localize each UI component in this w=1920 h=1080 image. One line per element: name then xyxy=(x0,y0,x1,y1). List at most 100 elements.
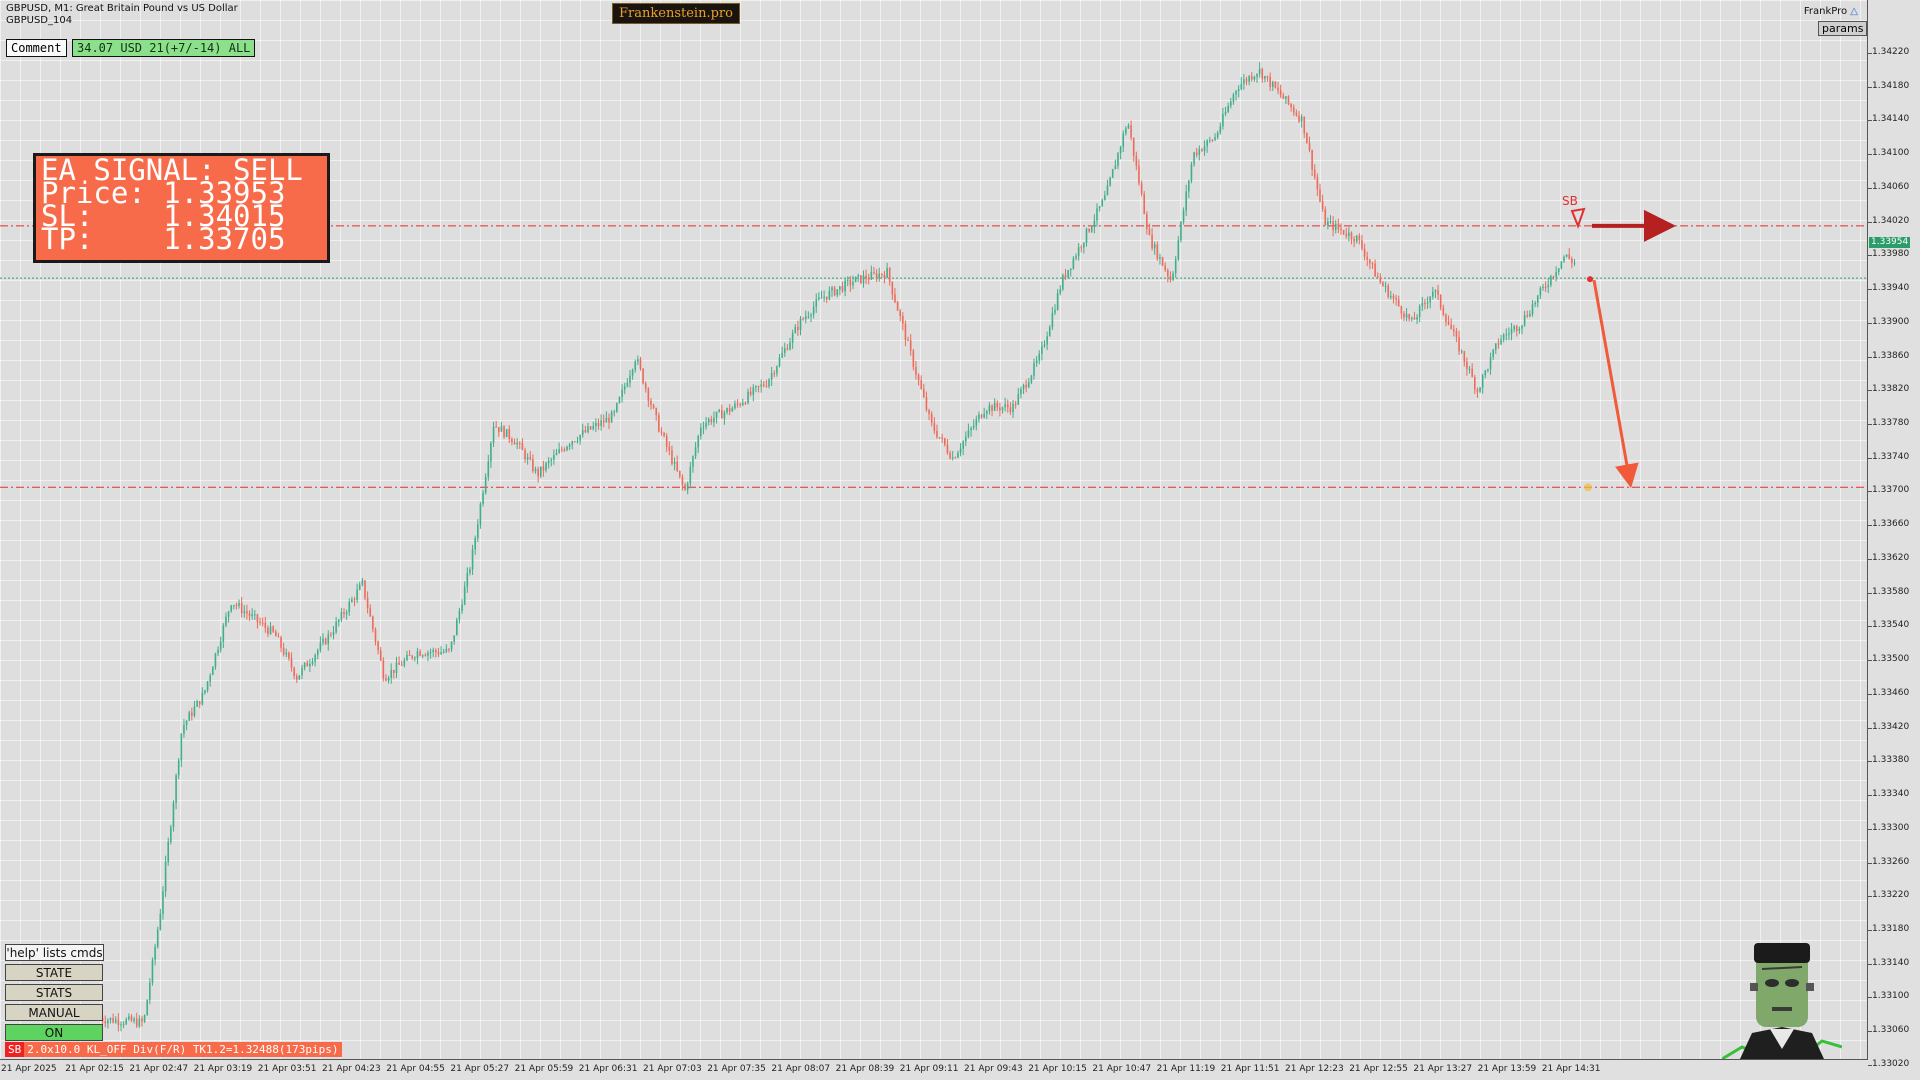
candle-body xyxy=(1306,132,1308,144)
candle-body xyxy=(1523,315,1526,326)
candle-body xyxy=(212,667,214,676)
manual-button[interactable]: MANUAL xyxy=(5,1004,103,1021)
price-tick xyxy=(1868,221,1872,223)
candle-body xyxy=(133,1019,135,1022)
candle-body xyxy=(972,425,975,428)
candle-body xyxy=(156,929,159,947)
candle-body xyxy=(713,417,715,423)
candle-body xyxy=(1455,331,1458,337)
candle-body xyxy=(198,700,201,705)
price-axis-label: 1.33860 xyxy=(1872,350,1910,361)
candle-body xyxy=(1384,285,1387,287)
help-button[interactable]: 'help' lists cmds xyxy=(5,944,104,961)
candle-body xyxy=(1258,68,1261,74)
candle-body xyxy=(1098,206,1101,209)
candle-body xyxy=(377,641,379,651)
candle-body xyxy=(886,268,888,278)
signal-sl: SL: 1.34015 xyxy=(41,199,286,233)
price-axis-label: 1.33420 xyxy=(1872,721,1910,732)
candle-body xyxy=(201,692,204,705)
candle-body xyxy=(686,483,689,490)
candle-body xyxy=(744,402,747,404)
candle-body xyxy=(539,466,542,477)
candle-body xyxy=(862,275,865,283)
candle-body xyxy=(456,619,458,636)
candle-body xyxy=(309,663,311,667)
candle-body xyxy=(865,275,867,280)
candle-body xyxy=(285,652,288,655)
candle-body xyxy=(311,661,314,664)
candle-body xyxy=(789,342,791,350)
time-axis-label: 21 Apr 06:31 xyxy=(578,1064,638,1074)
candle-body xyxy=(1500,339,1502,344)
price-tick xyxy=(1868,727,1872,729)
candle-body xyxy=(1256,73,1258,77)
candle-body xyxy=(403,660,406,666)
candle-body xyxy=(671,450,673,464)
candle-body xyxy=(1494,343,1497,350)
candle-body xyxy=(364,580,366,598)
candle-body xyxy=(747,391,749,404)
candle-body xyxy=(1043,344,1046,347)
candle-body xyxy=(358,584,361,590)
candle-body xyxy=(783,348,786,353)
candle-body xyxy=(1374,263,1376,277)
candle-body xyxy=(917,374,920,381)
candle-body xyxy=(529,457,532,460)
candle-body xyxy=(941,437,943,439)
candle-body xyxy=(988,405,991,412)
candle-body xyxy=(471,549,474,570)
candle-body xyxy=(776,366,778,374)
candle-body xyxy=(1363,248,1366,257)
candle-body xyxy=(104,1021,107,1024)
candle-body xyxy=(130,1016,133,1022)
candle-body xyxy=(1416,317,1418,320)
candle-body xyxy=(697,435,699,448)
candle-body xyxy=(571,441,574,445)
price-axis-label: 1.33740 xyxy=(1872,451,1910,462)
candle-body xyxy=(1476,389,1479,392)
candle-body xyxy=(999,407,1001,411)
on-toggle-button[interactable]: ON xyxy=(5,1024,103,1041)
candle-body xyxy=(644,383,647,389)
time-axis-label: 21 Apr 02:47 xyxy=(129,1064,189,1074)
candle-body xyxy=(348,602,351,613)
candle-body xyxy=(1020,389,1022,395)
candle-body xyxy=(526,457,529,460)
candle-body xyxy=(424,655,427,657)
time-axis-label: 21 Apr 03:19 xyxy=(193,1064,253,1074)
candle-body xyxy=(1025,384,1027,388)
candle-body xyxy=(1345,233,1348,237)
candle-body xyxy=(1201,149,1203,152)
frankpro-label[interactable]: FrankPro △ xyxy=(1804,6,1858,17)
candle-body xyxy=(828,290,831,300)
price-tick xyxy=(1868,424,1872,426)
frankpro-text: FrankPro xyxy=(1803,6,1848,17)
candle-body xyxy=(574,441,576,443)
candle-body xyxy=(1434,290,1437,292)
time-axis-label: 21 Apr 09:11 xyxy=(899,1064,959,1074)
candle-body xyxy=(1151,234,1153,249)
price-axis-label: 1.33900 xyxy=(1872,316,1910,327)
candle-body xyxy=(461,604,463,611)
candle-body xyxy=(487,461,490,477)
candle-body xyxy=(162,891,164,914)
candle-body xyxy=(1271,81,1274,87)
price-axis-label: 1.33260 xyxy=(1872,856,1910,867)
candle-body xyxy=(1132,137,1135,156)
params-button[interactable]: params xyxy=(1818,21,1868,36)
candle-body xyxy=(469,569,471,573)
candle-body xyxy=(581,430,584,435)
candle-body xyxy=(1405,313,1408,318)
candle-body xyxy=(143,1015,146,1022)
stats-button[interactable]: STATS xyxy=(5,984,103,1001)
candle-body xyxy=(576,440,579,442)
candle-body xyxy=(1090,226,1093,232)
candle-body xyxy=(595,423,597,427)
state-button[interactable]: STATE xyxy=(5,964,103,981)
candle-body xyxy=(1119,147,1122,154)
candle-body xyxy=(1290,103,1292,108)
candle-body xyxy=(566,446,568,451)
candle-body xyxy=(390,669,393,678)
time-axis-label: 21 Apr 10:15 xyxy=(1028,1064,1087,1074)
